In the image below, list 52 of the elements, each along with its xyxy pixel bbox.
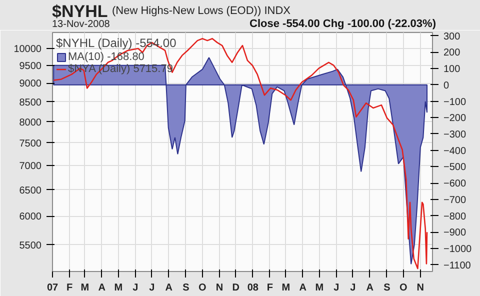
x-tick-label: J <box>350 282 356 294</box>
text: 13-Nov-2008 <box>52 18 110 32</box>
x-tick-label: F <box>66 282 73 294</box>
y-tick-label: 8000 <box>19 117 42 128</box>
x-tick-label: J <box>132 282 138 294</box>
y2-tick-label: −300 <box>444 129 466 140</box>
x-tick-label: M <box>315 282 324 294</box>
y-tick-label: 9000 <box>19 78 42 90</box>
legend-title: $NYHL (Daily) -554.00 <box>56 36 176 50</box>
x-tick-label: J <box>334 282 340 294</box>
y2-tick-label: 200 <box>444 48 461 59</box>
x-tick-label: O <box>400 282 408 294</box>
y-tick-label: 9500 <box>19 60 42 72</box>
y2-tick-label: −100 <box>444 96 466 108</box>
x-tick-label: A <box>165 282 173 294</box>
x-tick-label: J <box>149 282 155 294</box>
x-tick-label: O <box>198 282 207 294</box>
y-tick-label: 7000 <box>19 161 42 172</box>
y2-tick-label: −600 <box>444 178 466 190</box>
x-tick-label: A <box>98 282 106 294</box>
y2-tick-label: −1100 <box>444 260 472 272</box>
x-tick-label: N <box>416 282 424 294</box>
y-tick-label: 6500 <box>19 185 42 196</box>
x-tick-label: M <box>282 282 290 294</box>
y2-tick-label: −400 <box>444 146 466 157</box>
x-tick-label: F <box>266 282 274 294</box>
y2-tick-label: 100 <box>444 64 461 76</box>
x-tick-label: 07 <box>46 282 58 294</box>
y-tick-label: 6000 <box>19 212 42 223</box>
y-tick-label: 8500 <box>19 97 42 108</box>
x-tick-label: S <box>182 282 190 294</box>
x-tick-label: N <box>216 282 224 294</box>
y-tick-label: 7500 <box>19 138 42 150</box>
y2-tick-label: −1000 <box>444 244 472 256</box>
y-tick-label: 10000 <box>14 44 42 56</box>
y2-tick-label: −500 <box>444 162 466 174</box>
x-tick-label: S <box>384 282 391 294</box>
y2-tick-label: 0 <box>444 80 450 92</box>
x-tick-label: M <box>114 282 123 294</box>
y-tick-label: 5500 <box>19 240 42 252</box>
y2-tick-label: −200 <box>444 113 466 124</box>
x-tick-label: M <box>80 282 90 294</box>
y2-tick-label: −700 <box>444 194 466 206</box>
y2-tick-label: 300 <box>444 31 461 42</box>
y2-tick-label: −900 <box>444 228 466 239</box>
y2-tick-label: −800 <box>444 211 466 222</box>
text: Close -554.00 Chg -100.00 (-22.03%) <box>250 17 436 32</box>
x-tick-label: A <box>299 282 307 294</box>
x-tick-label: D <box>232 282 240 294</box>
chart-subtitle: (New Highs-New Lows (EOD)) INDX <box>112 4 290 19</box>
x-tick-label: 08 <box>247 282 259 294</box>
x-tick-label: A <box>366 282 374 294</box>
